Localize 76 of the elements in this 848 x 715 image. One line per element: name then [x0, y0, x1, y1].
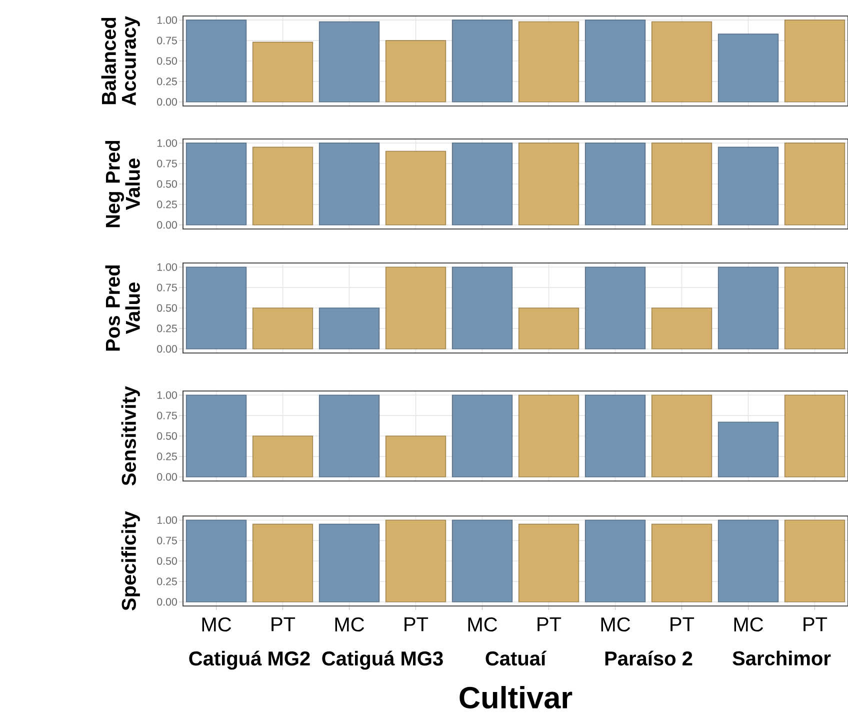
- x-tick-label: MC: [601, 617, 630, 632]
- bar: [385, 436, 446, 478]
- bar: [452, 394, 513, 478]
- y-tick-label: 1.00: [157, 16, 177, 24]
- text: Paraíso 2: [605, 650, 692, 666]
- bar: [518, 394, 580, 478]
- bar: [584, 394, 646, 478]
- y-axis-title: Pos Pred Value: [105, 265, 140, 351]
- y-tick-label: 1.00: [157, 263, 177, 271]
- bar: [452, 142, 513, 226]
- x-tick-label: MC: [335, 617, 364, 632]
- bar: [584, 20, 646, 102]
- text: Sarchimor: [732, 650, 831, 666]
- bar: [186, 142, 247, 226]
- x-tick-label: MC: [202, 617, 232, 632]
- bar: [252, 42, 314, 102]
- bar: [318, 21, 380, 102]
- y-tick-label: 1.00: [157, 391, 177, 399]
- y-tick-label: 0.50: [157, 432, 177, 440]
- bar: [718, 34, 779, 102]
- bar: [718, 422, 779, 478]
- bar: [385, 150, 446, 226]
- bar: [252, 436, 314, 478]
- y-tick-label: 0.00: [157, 473, 177, 481]
- x-axis-title: Cultivar: [460, 686, 572, 709]
- y-axis-title: Balanced Accuracy: [101, 16, 140, 106]
- x-tick-label: PT: [538, 617, 562, 632]
- y-axis-title: Neg Pred Value: [105, 140, 140, 228]
- y-tick-label: 0.75: [157, 536, 177, 544]
- bar: [186, 20, 247, 102]
- y-axis-title: Specificity: [121, 511, 140, 610]
- bar: [784, 394, 846, 478]
- x-tick-label: PT: [804, 617, 828, 632]
- x-tick-label: PT: [404, 617, 428, 632]
- y-tick-label: 0.50: [157, 304, 177, 312]
- bar: [784, 20, 846, 102]
- text: Catuaí: [486, 650, 547, 666]
- bar: [784, 142, 846, 226]
- y-tick-label: 0.00: [157, 598, 177, 606]
- bar: [651, 21, 712, 102]
- bar: [186, 394, 247, 478]
- y-tick-label: 0.25: [157, 452, 177, 460]
- x-tick-label: PT: [272, 617, 296, 632]
- y-tick-label: 0.75: [157, 284, 177, 292]
- x-tick-label: MC: [468, 617, 498, 632]
- y-tick-label: 0.50: [157, 180, 177, 188]
- x-tick-label: PT: [670, 617, 694, 632]
- y-tick-label: 0.25: [157, 200, 177, 208]
- y-tick-label: 0.00: [157, 345, 177, 353]
- y-axis-title: Sensitivity: [121, 386, 140, 486]
- bar: [718, 146, 779, 226]
- y-tick-label: 0.75: [157, 36, 177, 44]
- y-tick-label: 0.75: [157, 160, 177, 168]
- bar: [252, 146, 314, 226]
- bar: [385, 40, 446, 102]
- y-tick-label: 0.50: [157, 57, 177, 65]
- bar: [584, 142, 646, 226]
- y-tick-label: 0.00: [157, 221, 177, 229]
- y-tick-label: 1.00: [157, 516, 177, 524]
- x-tick-label: MC: [734, 617, 764, 632]
- y-tick-label: 0.00: [157, 98, 177, 106]
- y-tick-label: 0.25: [157, 578, 177, 586]
- text: Catiguá MG2: [189, 650, 310, 670]
- bar: [651, 394, 712, 478]
- bar: [518, 142, 580, 226]
- y-tick-label: 0.25: [157, 324, 177, 332]
- bar: [318, 394, 380, 478]
- bar: [651, 142, 712, 226]
- y-tick-label: 0.75: [157, 412, 177, 420]
- bar: [452, 20, 513, 102]
- text: Catiguá MG3: [322, 650, 443, 670]
- y-tick-label: 0.50: [157, 557, 177, 565]
- bar: [518, 21, 580, 102]
- bar: [318, 142, 380, 226]
- y-tick-label: 1.00: [157, 139, 177, 147]
- y-tick-label: 0.25: [157, 78, 177, 86]
